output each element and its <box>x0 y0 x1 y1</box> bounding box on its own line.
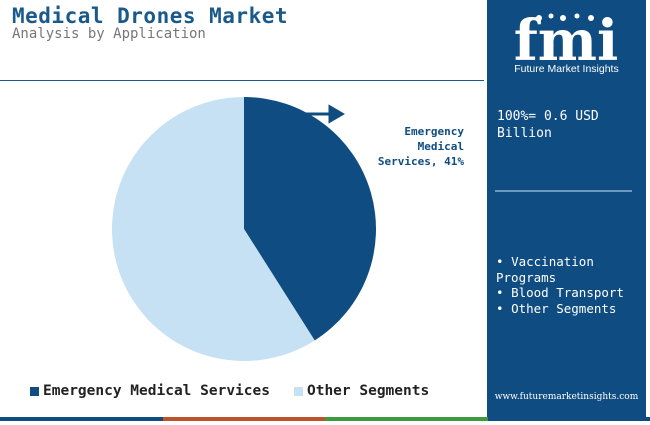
callout-arrow-icon <box>305 104 345 124</box>
application-list: • Vaccination Programs • Blood Transport… <box>496 254 644 316</box>
legend-item-other: Other Segments <box>293 383 430 399</box>
list-item: • Blood Transport <box>496 285 624 300</box>
chart-title: Medical Drones Market <box>12 4 289 28</box>
side-panel: fmi Future Market Insights 100%= 0.6 USD… <box>487 0 646 417</box>
legend-label: Emergency Medical Services <box>43 383 270 399</box>
panel-divider <box>495 190 632 192</box>
footer-stripe-segment <box>162 417 325 421</box>
pie-slice-emergency-medical-services <box>244 97 377 341</box>
footer-stripe-segment <box>487 417 650 421</box>
legend-item-emergency: Emergency Medical Services <box>30 383 270 399</box>
logo-text: fmi <box>514 8 619 74</box>
market-total: 100%= 0.6 USD Billion <box>497 109 599 141</box>
footer-stripe <box>0 417 650 421</box>
pie-chart <box>112 97 377 361</box>
legend-label: Other Segments <box>306 383 430 399</box>
list-item-label: Vaccination Programs <box>496 254 594 285</box>
legend: Emergency Medical Services Other Segment… <box>30 383 453 399</box>
footer-stripe-segment <box>0 417 163 421</box>
list-item-label: Blood Transport <box>511 285 624 300</box>
footer-stripe-segment <box>325 417 488 421</box>
list-item: • Other Segments <box>496 300 617 316</box>
legend-swatch <box>30 386 39 396</box>
pie-slice-other-segments <box>112 97 315 361</box>
legend-swatch <box>293 386 303 396</box>
website-url: www.futuremarketinsights.com <box>494 392 639 402</box>
slice-data-label: Emergency Medical Services, 41% <box>377 125 464 168</box>
chart-subtitle: Analysis by Application <box>12 26 206 42</box>
fmi-logo: fmi <box>514 8 619 74</box>
list-item: • Vaccination Programs <box>496 254 594 285</box>
logo-tagline: Future Market Insights <box>514 63 619 75</box>
list-item-label: Other Segments <box>511 300 617 316</box>
title-divider <box>0 80 484 81</box>
